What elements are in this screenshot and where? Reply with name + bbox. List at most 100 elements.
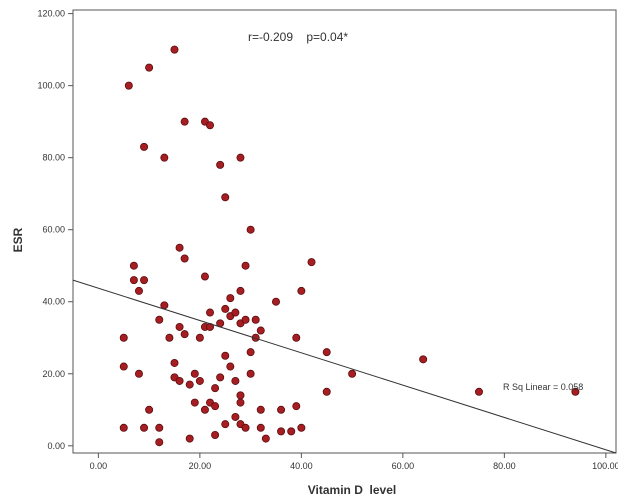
x-tick-label: 80.00 bbox=[493, 461, 516, 471]
data-point bbox=[231, 308, 240, 317]
data-point bbox=[297, 286, 306, 295]
data-point bbox=[226, 362, 235, 371]
data-point bbox=[119, 333, 128, 342]
data-point bbox=[216, 160, 225, 169]
data-point bbox=[129, 276, 138, 285]
x-tick-label: 0.00 bbox=[90, 461, 108, 471]
data-point bbox=[140, 423, 149, 432]
data-point bbox=[256, 405, 265, 414]
data-point bbox=[170, 45, 179, 54]
data-point bbox=[145, 405, 154, 414]
regression-fit-line bbox=[72, 279, 617, 454]
data-point bbox=[140, 276, 149, 285]
r-squared-label: R Sq Linear = 0.058 bbox=[503, 382, 583, 392]
x-tick-label: 60.00 bbox=[392, 461, 415, 471]
plot-area bbox=[72, 9, 617, 454]
data-point bbox=[170, 358, 179, 367]
data-point bbox=[140, 142, 149, 151]
data-point bbox=[226, 294, 235, 303]
data-point bbox=[155, 315, 164, 324]
data-point bbox=[195, 376, 204, 385]
x-axis-ticks: 0.00 20.00 40.00 60.00 80.00 100.00 bbox=[90, 453, 618, 471]
data-point bbox=[175, 322, 184, 331]
data-point bbox=[190, 369, 199, 378]
x-tick-label: 20.00 bbox=[189, 461, 212, 471]
data-point bbox=[292, 402, 301, 411]
y-tick-label: 40.00 bbox=[42, 297, 65, 307]
data-point bbox=[251, 315, 260, 324]
data-point bbox=[241, 261, 250, 270]
data-point bbox=[419, 355, 428, 364]
data-point bbox=[256, 326, 265, 335]
data-point bbox=[185, 434, 194, 443]
y-tick-label: 60.00 bbox=[42, 225, 65, 235]
data-point bbox=[206, 121, 215, 130]
data-point bbox=[180, 330, 189, 339]
data-point bbox=[322, 348, 331, 357]
data-point bbox=[307, 258, 316, 267]
y-tick-label: 100.00 bbox=[37, 81, 65, 91]
data-point bbox=[175, 376, 184, 385]
data-point bbox=[195, 333, 204, 342]
correlation-annotation: r=-0.209 p=0.04* bbox=[248, 30, 348, 44]
data-point bbox=[119, 362, 128, 371]
x-tick-label: 40.00 bbox=[290, 461, 313, 471]
y-axis-ticks: 0.00 20.00 40.00 60.00 80.00 100.00 120.00 bbox=[37, 9, 73, 451]
data-point bbox=[200, 405, 209, 414]
data-point bbox=[251, 333, 260, 342]
data-point bbox=[348, 369, 357, 378]
data-point bbox=[231, 376, 240, 385]
data-points bbox=[119, 45, 580, 447]
data-point bbox=[297, 423, 306, 432]
data-point bbox=[246, 348, 255, 357]
data-point bbox=[241, 315, 250, 324]
data-point bbox=[236, 286, 245, 295]
data-point bbox=[246, 225, 255, 234]
data-point bbox=[236, 391, 245, 400]
data-point bbox=[287, 427, 296, 436]
data-point bbox=[236, 398, 245, 407]
x-axis-label: Vitamin D level bbox=[308, 483, 396, 497]
data-point bbox=[241, 423, 250, 432]
data-point bbox=[322, 387, 331, 396]
data-point bbox=[129, 261, 138, 270]
data-point bbox=[124, 81, 133, 90]
data-point bbox=[256, 423, 265, 432]
data-point bbox=[180, 117, 189, 126]
y-axis-label: ESR bbox=[11, 227, 25, 252]
data-point bbox=[261, 434, 270, 443]
x-tick-label: 100.00 bbox=[592, 461, 618, 471]
data-point bbox=[134, 369, 143, 378]
data-point bbox=[277, 427, 286, 436]
data-point bbox=[221, 193, 230, 202]
data-point bbox=[271, 297, 280, 306]
data-point bbox=[185, 380, 194, 389]
data-point bbox=[571, 387, 580, 396]
data-point bbox=[474, 387, 483, 396]
data-point bbox=[231, 412, 240, 421]
y-tick-label: 120.00 bbox=[37, 9, 65, 19]
data-point bbox=[175, 243, 184, 252]
data-point bbox=[160, 153, 169, 162]
data-point bbox=[145, 63, 154, 72]
data-point bbox=[206, 308, 215, 317]
data-point bbox=[216, 373, 225, 382]
data-point bbox=[211, 384, 220, 393]
data-point bbox=[160, 301, 169, 310]
data-point bbox=[155, 423, 164, 432]
data-point bbox=[246, 369, 255, 378]
y-tick-label: 80.00 bbox=[42, 153, 65, 163]
data-point bbox=[221, 351, 230, 360]
data-point bbox=[211, 430, 220, 439]
data-point bbox=[292, 333, 301, 342]
y-tick-label: 20.00 bbox=[42, 369, 65, 379]
data-point bbox=[165, 333, 174, 342]
data-point bbox=[200, 272, 209, 281]
data-point bbox=[221, 304, 230, 313]
data-point bbox=[190, 398, 199, 407]
data-point bbox=[221, 420, 230, 429]
data-point bbox=[211, 402, 220, 411]
y-tick-label: 0.00 bbox=[47, 441, 65, 451]
data-point bbox=[236, 153, 245, 162]
